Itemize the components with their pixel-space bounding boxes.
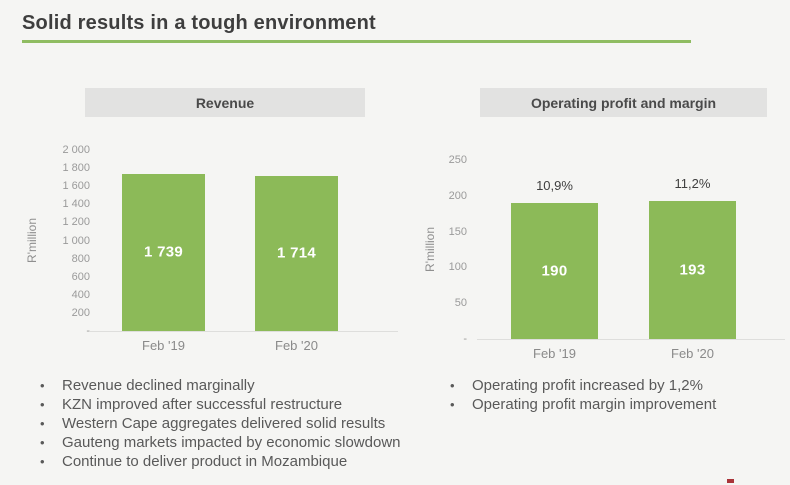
list-item: Revenue declined marginally (38, 378, 433, 393)
list-item: KZN improved after successful restructur… (38, 397, 433, 412)
revenue-bar-chart: R'million 2 000 1 800 1 600 1 400 1 200 1 000… (24, 144, 404, 365)
bullet-icon (40, 416, 45, 431)
bullet-icon (40, 454, 45, 469)
list-item: Operating profit increased by 1,2% (448, 378, 783, 393)
x-category-label: Feb '19 (533, 346, 576, 361)
revenue-section-title: Revenue (195, 94, 255, 111)
x-category-label: Feb '20 (275, 338, 318, 353)
bullet-icon (40, 435, 45, 450)
y-axis-ticks: 2 000 1 800 1 600 1 400 1 200 1 000 800 600 400 2… (40, 144, 90, 337)
operating-profit-section-header: Operating profit and margin (480, 88, 767, 117)
logo-fragment (727, 479, 734, 483)
bar-value-label: 190 (541, 262, 568, 280)
y-tick-label: 1 800 (62, 162, 90, 175)
y-tick-label: - (463, 333, 467, 345)
bullet-text: Revenue declined marginally (62, 377, 255, 394)
x-category-label: Feb '20 (671, 346, 714, 361)
bar-value-label: 193 (679, 261, 706, 279)
plot-area: 190 10,9% Feb '19 193 11,2% Feb '20 (477, 160, 785, 361)
y-tick-label: 400 (71, 288, 90, 301)
y-tick-label: 50 (454, 297, 467, 310)
list-item: Gauteng markets impacted by economic slo… (38, 435, 433, 450)
y-tick-label: 100 (448, 261, 467, 274)
y-tick-label: 1 400 (62, 198, 90, 211)
bullet-icon (450, 378, 455, 393)
bullet-text: Continue to deliver product in Mozambiqu… (62, 453, 348, 470)
y-tick-label: 200 (71, 306, 90, 319)
page-title: Solid results in a tough environment (22, 12, 376, 34)
margin-percent-label: 10,9% (536, 178, 573, 193)
y-tick-label: 600 (71, 270, 90, 283)
y-axis-label: R'million (25, 218, 39, 263)
title-underline (22, 40, 691, 43)
revenue-notes-list: Revenue declined marginally KZN improved … (38, 378, 433, 473)
list-item: Western Cape aggregates delivered solid … (38, 416, 433, 431)
y-tick-label: 1 600 (62, 180, 90, 193)
bullet-text: Western Cape aggregates delivered solid … (62, 415, 386, 432)
y-tick-label: 200 (448, 189, 467, 202)
margin-percent-label: 11,2% (674, 175, 711, 191)
y-axis-label-wrap: R'million (24, 150, 40, 331)
y-tick-label: 150 (448, 225, 467, 238)
y-tick-label: 1 200 (62, 216, 90, 229)
bullet-icon (40, 397, 45, 412)
bar-value-label: 1 739 (143, 243, 184, 261)
y-tick-label: 800 (71, 252, 90, 265)
y-tick-label: 1 000 (62, 234, 90, 247)
operating-profit-bar-chart: R'million 250 200 150 100 50- 190 10,9% Feb '1… (420, 154, 788, 365)
bullet-text: KZN improved after successful restructur… (62, 396, 343, 413)
y-tick-label: 250 (448, 154, 467, 166)
operating-profit-section-title: Operating profit and margin (530, 94, 717, 111)
bullet-text: Gauteng markets impacted by economic slo… (62, 434, 401, 451)
bullet-text: Operating profit increased by 1,2% (472, 377, 703, 394)
x-category-label: Feb '19 (142, 338, 185, 353)
bar: 1 714 (255, 175, 338, 331)
list-item: Continue to deliver product in Mozambiqu… (38, 454, 433, 469)
y-tick-label: - (86, 325, 90, 337)
bullet-icon (450, 397, 455, 412)
bar: 193 11,2% (649, 176, 736, 339)
y-axis-ticks: 250 200 150 100 50 - (420, 154, 467, 345)
bar: 190 10,9% (511, 178, 598, 339)
plot-area: 1 739 Feb '19 1 714 Feb '20 (90, 150, 398, 353)
revenue-section-header: Revenue (85, 88, 365, 117)
bar: 1 739 (122, 173, 205, 331)
y-tick-label: 2 000 (62, 144, 90, 156)
bar-value-label: 1 714 (276, 244, 317, 262)
bullet-icon (40, 378, 45, 393)
operating-profit-notes-list: Operating profit increased by 1,2% Operat… (448, 378, 783, 416)
list-item: Operating profit margin improvement (448, 397, 783, 412)
bullet-text: Operating profit margin improvement (472, 396, 717, 413)
